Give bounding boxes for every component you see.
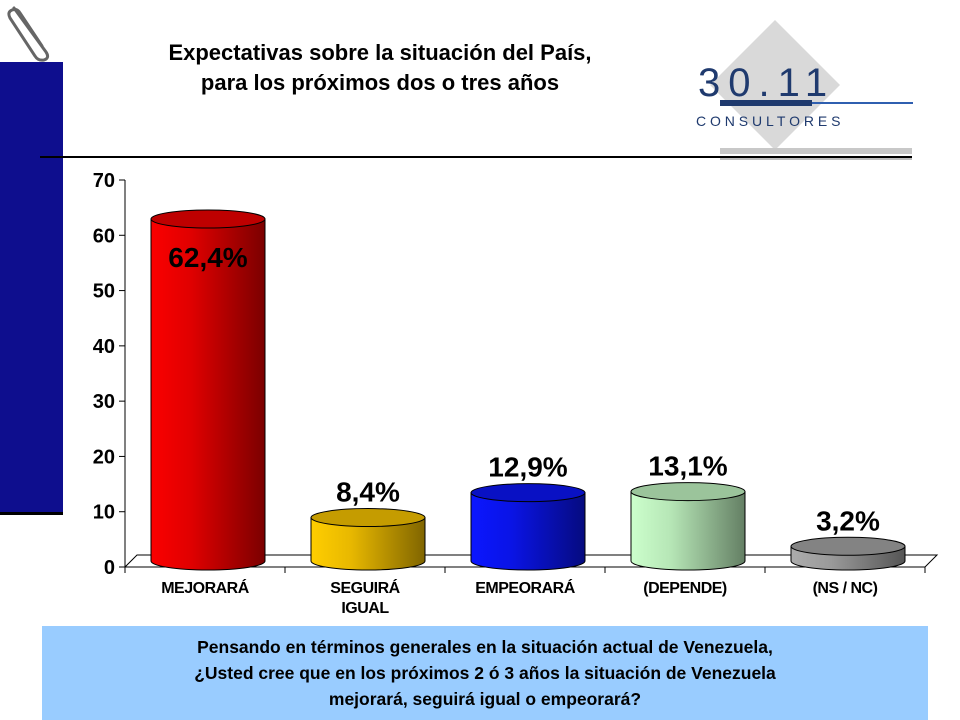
bar-cylinder-top — [470, 483, 586, 503]
title-line-1: Expectativas sobre la situación del País… — [168, 40, 592, 65]
category-label: (NS / NC) — [813, 580, 878, 597]
logo-diamond — [710, 20, 840, 150]
y-tick-label: 10 — [93, 502, 115, 524]
left-sidebar-bar — [0, 62, 63, 515]
title-line-2: para los próximos dos o tres años — [200, 70, 560, 95]
y-tick-label: 70 — [93, 170, 115, 192]
bar-cylinder-body — [470, 492, 586, 571]
y-tick-label: 30 — [93, 391, 115, 413]
category-label: EMPEORARÁ — [475, 578, 575, 597]
bar-cylinder-top — [630, 482, 746, 502]
bar-cylinder-body — [150, 218, 266, 571]
y-tick-label: 50 — [93, 281, 115, 303]
page-title: Expectativas sobre la situación del País… — [80, 38, 680, 98]
header-divider — [40, 156, 912, 158]
y-tick-label: 20 — [93, 446, 115, 468]
paperclip-icon — [7, 6, 50, 62]
bar-chart: 0 10 20 30 40 50 60 70 62,4% MEJORARÁ 8,4% SEGUIRÁ I… — [93, 170, 939, 617]
y-tick-label: 60 — [93, 225, 115, 247]
question-line-1: Pensando en términos generales en la sit… — [197, 637, 773, 657]
bar-cylinder-top — [790, 536, 906, 556]
data-label: 13,1% — [648, 451, 727, 482]
logo-subtitle: C O N S U L T O R E S — [696, 113, 840, 129]
logo-number: 30.11 — [698, 61, 835, 105]
logo-bar-grey-1 — [720, 148, 912, 154]
bar-cylinder-body — [310, 517, 426, 571]
y-tick-label: 40 — [93, 336, 115, 358]
category-label: MEJORARÁ — [161, 578, 250, 597]
bar-cylinder-top — [310, 508, 426, 528]
logo-bar-dark — [720, 100, 812, 106]
question-line-2: ¿Usted cree que en los próximos 2 ó 3 añ… — [194, 663, 776, 683]
category-label: IGUAL — [341, 600, 389, 617]
category-label: (DEPENDE) — [643, 580, 727, 597]
data-label: 8,4% — [336, 477, 400, 508]
bar-cylinder-top — [150, 209, 266, 229]
y-tick-label: 0 — [104, 557, 115, 579]
logo-bar-grey-2 — [720, 156, 912, 160]
paperclip-area — [0, 0, 60, 62]
data-label: 3,2% — [816, 505, 880, 536]
data-label: 62,4% — [168, 242, 247, 273]
logo-bar-line — [812, 102, 913, 104]
question-line-3: mejorará, seguirá igual o empeorará? — [328, 689, 642, 709]
bar-cylinder-body — [630, 491, 746, 571]
survey-question: Pensando en términos generales en la sit… — [42, 626, 928, 720]
company-logo: 30.11 C O N S U L T O R E S — [696, 20, 913, 160]
data-label: 12,9% — [488, 452, 567, 483]
category-label: SEGUIRÁ — [330, 578, 400, 597]
